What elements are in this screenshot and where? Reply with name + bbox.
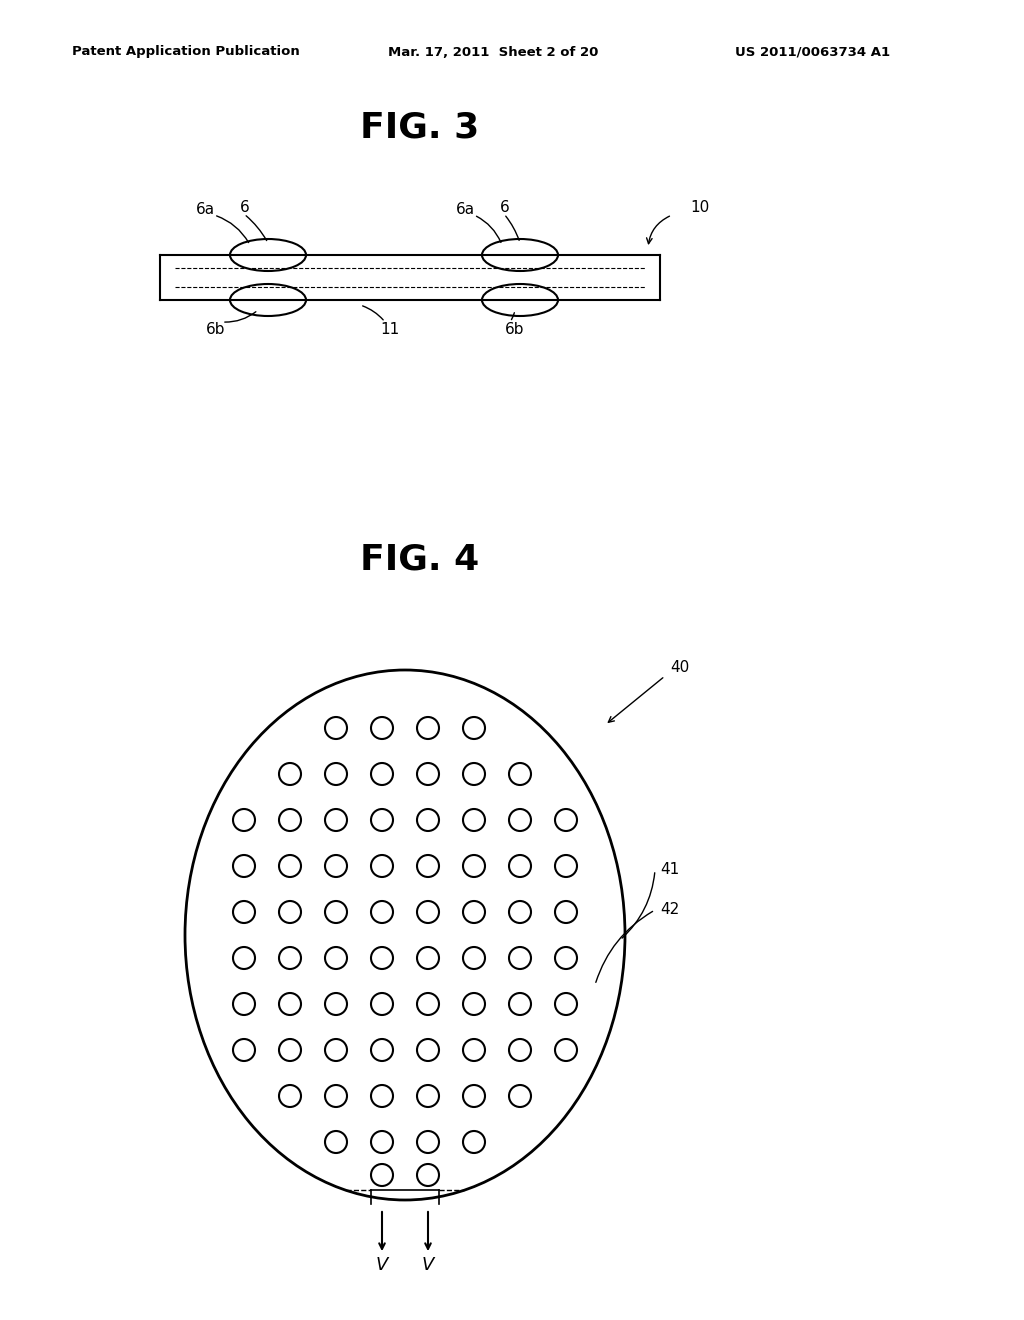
Text: FIG. 3: FIG. 3 — [360, 111, 479, 145]
Bar — [160, 255, 660, 300]
Circle shape — [463, 717, 485, 739]
Text: 6a: 6a — [196, 202, 215, 218]
Text: 6b: 6b — [206, 322, 225, 338]
Circle shape — [509, 946, 531, 969]
Text: V: V — [422, 1257, 434, 1274]
Circle shape — [371, 763, 393, 785]
Circle shape — [325, 763, 347, 785]
Ellipse shape — [482, 239, 558, 271]
Circle shape — [279, 1039, 301, 1061]
Circle shape — [279, 902, 301, 923]
Text: 10: 10 — [690, 201, 710, 215]
Circle shape — [417, 1131, 439, 1152]
Circle shape — [417, 763, 439, 785]
Text: 42: 42 — [660, 903, 679, 917]
Circle shape — [371, 809, 393, 832]
Circle shape — [555, 993, 577, 1015]
Text: 11: 11 — [380, 322, 399, 338]
Circle shape — [325, 1039, 347, 1061]
Text: 41: 41 — [660, 862, 679, 878]
Text: US 2011/0063734 A1: US 2011/0063734 A1 — [735, 45, 890, 58]
Circle shape — [371, 1085, 393, 1107]
Circle shape — [463, 809, 485, 832]
Circle shape — [325, 717, 347, 739]
Circle shape — [325, 1085, 347, 1107]
Circle shape — [555, 855, 577, 876]
Circle shape — [233, 902, 255, 923]
Text: Patent Application Publication: Patent Application Publication — [72, 45, 300, 58]
Text: 6: 6 — [500, 201, 510, 215]
Circle shape — [417, 717, 439, 739]
Circle shape — [555, 902, 577, 923]
Circle shape — [279, 809, 301, 832]
Circle shape — [371, 946, 393, 969]
Circle shape — [555, 809, 577, 832]
Text: 6a: 6a — [456, 202, 475, 218]
Circle shape — [417, 902, 439, 923]
Text: 40: 40 — [670, 660, 689, 676]
Circle shape — [463, 763, 485, 785]
Text: 6: 6 — [240, 201, 250, 215]
Circle shape — [509, 993, 531, 1015]
Circle shape — [233, 1039, 255, 1061]
Circle shape — [325, 855, 347, 876]
Circle shape — [233, 993, 255, 1015]
Circle shape — [371, 1039, 393, 1061]
Circle shape — [463, 902, 485, 923]
Circle shape — [279, 1085, 301, 1107]
Circle shape — [325, 993, 347, 1015]
Circle shape — [233, 946, 255, 969]
Circle shape — [371, 1164, 393, 1185]
Circle shape — [371, 902, 393, 923]
Circle shape — [417, 855, 439, 876]
Circle shape — [279, 855, 301, 876]
Circle shape — [463, 993, 485, 1015]
Circle shape — [509, 1039, 531, 1061]
Text: 6b: 6b — [505, 322, 524, 338]
Circle shape — [279, 763, 301, 785]
Text: FIG. 4: FIG. 4 — [360, 543, 479, 577]
Ellipse shape — [230, 239, 306, 271]
Circle shape — [279, 946, 301, 969]
Circle shape — [417, 809, 439, 832]
Circle shape — [509, 902, 531, 923]
Circle shape — [371, 855, 393, 876]
Circle shape — [325, 902, 347, 923]
Ellipse shape — [230, 284, 306, 315]
Circle shape — [371, 1131, 393, 1152]
Circle shape — [417, 993, 439, 1015]
Text: Mar. 17, 2011  Sheet 2 of 20: Mar. 17, 2011 Sheet 2 of 20 — [388, 45, 598, 58]
Circle shape — [463, 1039, 485, 1061]
Circle shape — [325, 809, 347, 832]
Circle shape — [509, 763, 531, 785]
Circle shape — [417, 1085, 439, 1107]
Circle shape — [417, 946, 439, 969]
Circle shape — [509, 1085, 531, 1107]
Circle shape — [325, 1131, 347, 1152]
Ellipse shape — [185, 671, 625, 1200]
Circle shape — [555, 1039, 577, 1061]
Circle shape — [463, 946, 485, 969]
Circle shape — [463, 1131, 485, 1152]
Ellipse shape — [482, 284, 558, 315]
Circle shape — [417, 1164, 439, 1185]
Circle shape — [555, 946, 577, 969]
Circle shape — [509, 809, 531, 832]
Circle shape — [463, 1085, 485, 1107]
Circle shape — [325, 946, 347, 969]
Circle shape — [417, 1039, 439, 1061]
Circle shape — [233, 809, 255, 832]
Circle shape — [233, 855, 255, 876]
Circle shape — [279, 993, 301, 1015]
Circle shape — [509, 855, 531, 876]
Text: V: V — [376, 1257, 388, 1274]
Circle shape — [371, 993, 393, 1015]
Circle shape — [371, 717, 393, 739]
Circle shape — [463, 855, 485, 876]
